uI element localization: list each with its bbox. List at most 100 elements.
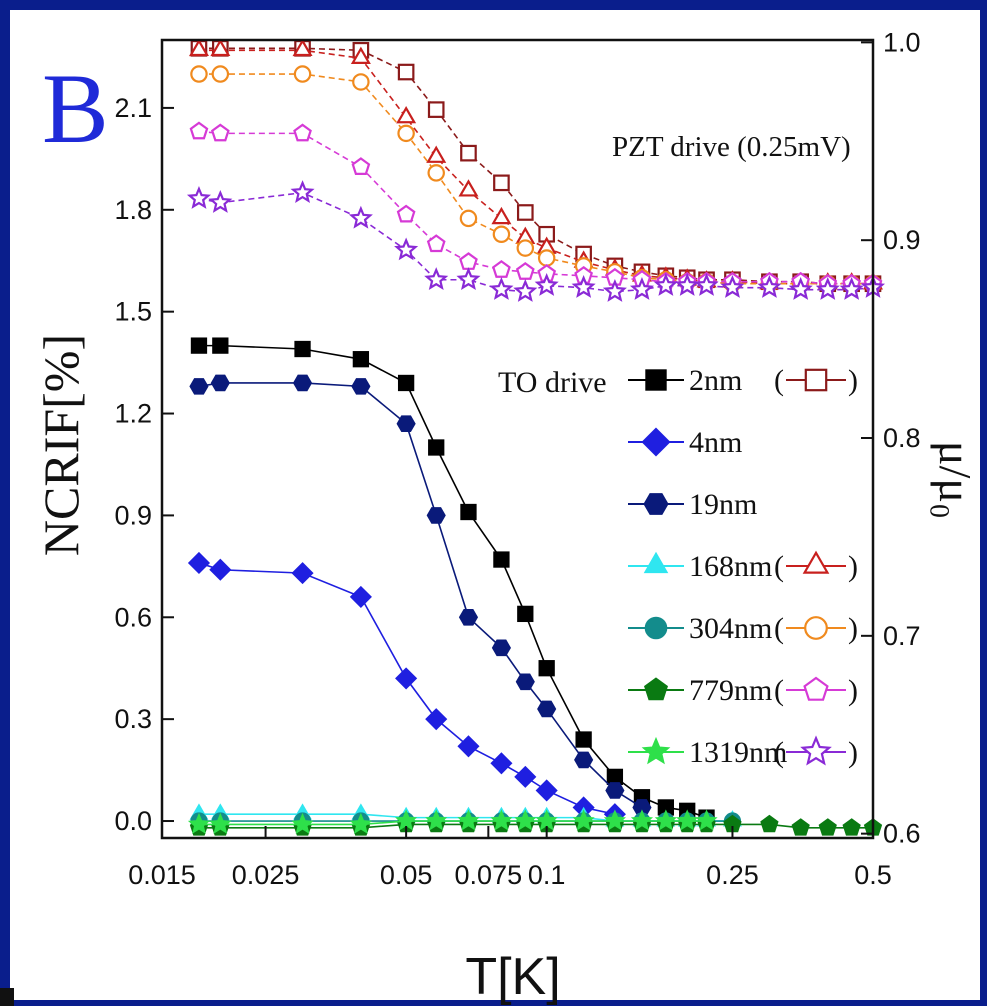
- data-point: [396, 105, 417, 124]
- legend-paren-close: ): [848, 674, 858, 707]
- data-point: [425, 708, 448, 731]
- data-point: [459, 209, 478, 228]
- pzt-annotation: PZT drive (0.25mV): [612, 131, 851, 163]
- x-axis-label: T[K]: [465, 948, 560, 1006]
- legend-marker: [645, 369, 667, 391]
- data-point: [515, 261, 535, 280]
- data-point: [535, 809, 558, 831]
- legend-marker: [643, 493, 669, 515]
- data-point: [397, 374, 415, 392]
- data-point: [290, 180, 315, 203]
- series-1319nm-pzt: [186, 180, 886, 302]
- data-point: [424, 267, 449, 290]
- y2-axis-label: μ/μ₀: [930, 441, 981, 519]
- data-point: [839, 277, 864, 300]
- legend-paren-open: (: [774, 612, 784, 645]
- data-point: [516, 239, 535, 257]
- data-point: [694, 273, 719, 296]
- data-point: [457, 809, 480, 831]
- data-point: [292, 38, 313, 57]
- data-point: [208, 189, 233, 213]
- data-point: [629, 277, 654, 300]
- data-point: [427, 101, 445, 118]
- series-line: [198, 49, 873, 285]
- x-tick-label: 0.075: [455, 860, 523, 890]
- data-point: [212, 337, 229, 354]
- y-tick-label: 0.3: [114, 704, 152, 734]
- data-point: [538, 660, 555, 677]
- data-point: [491, 639, 511, 657]
- data-point: [458, 608, 479, 626]
- data-point: [351, 157, 371, 175]
- data-point: [348, 205, 373, 229]
- legend-label: 2nm: [689, 364, 742, 397]
- data-point: [460, 503, 477, 521]
- data-point: [491, 206, 512, 225]
- data-point: [757, 275, 782, 298]
- y-tick-label: 0.9: [114, 500, 152, 530]
- data-point: [425, 809, 448, 831]
- series-line: [198, 191, 874, 293]
- data-point: [397, 124, 415, 143]
- data-point: [187, 551, 211, 574]
- y-tick-label: 0.6: [114, 602, 152, 632]
- legend-paren-close: ): [848, 550, 858, 583]
- data-point: [190, 65, 208, 83]
- data-point: [602, 279, 627, 302]
- data-point: [189, 121, 209, 140]
- y2-tick-label: 0.6: [883, 819, 921, 849]
- data-point: [676, 809, 699, 831]
- legend-pzt-marker: [802, 550, 830, 574]
- y-tick-label: 1.5: [114, 297, 152, 327]
- legend-marker: [644, 677, 668, 701]
- legend-marker: [643, 551, 669, 574]
- data-point: [187, 812, 211, 834]
- series-2nm-to: [190, 337, 715, 826]
- series-304nm-pzt: [190, 65, 882, 293]
- series-19nm-to: [189, 374, 652, 816]
- legend-pzt-marker: [803, 676, 829, 701]
- data-point: [210, 374, 230, 392]
- data-point: [211, 65, 230, 83]
- legend: 2nm()4nm19nm168nm()304nm()779nm()1319nm(…: [628, 364, 858, 769]
- data-point: [574, 751, 594, 769]
- data-point: [815, 277, 840, 300]
- data-point: [210, 38, 231, 57]
- data-point: [515, 673, 535, 691]
- data-point: [186, 186, 211, 209]
- data-point: [513, 279, 538, 302]
- series-line: [198, 820, 707, 826]
- legend-pzt-marker: [800, 735, 832, 766]
- data-point: [456, 267, 481, 290]
- legend-paren-close: ): [848, 612, 858, 645]
- legend-label: 304nm: [689, 612, 772, 645]
- data-point: [695, 809, 718, 831]
- data-point: [842, 818, 861, 836]
- data-point: [490, 752, 513, 775]
- data-point: [535, 779, 558, 802]
- legend-label: 779nm: [689, 674, 772, 707]
- data-point: [292, 374, 313, 392]
- series-line: [198, 344, 707, 819]
- data-point: [493, 551, 510, 568]
- data-point: [396, 204, 416, 223]
- legend-paren-close: ): [848, 364, 858, 397]
- panel-label: B: [42, 53, 109, 164]
- data-point: [490, 809, 513, 831]
- series-line: [198, 73, 873, 285]
- legend-marker: [641, 736, 671, 765]
- y2-tick-label: 1.0: [883, 27, 921, 57]
- legend-paren-open: (: [774, 364, 784, 397]
- y-tick-label: 1.8: [114, 195, 152, 225]
- data-point: [394, 237, 419, 261]
- data-point: [492, 260, 511, 278]
- data-point: [294, 340, 311, 358]
- data-point: [720, 275, 745, 298]
- data-point: [514, 765, 537, 788]
- legend-paren-open: (: [774, 674, 784, 707]
- data-point: [489, 277, 514, 300]
- y2-tick-label: 0.7: [883, 621, 921, 651]
- x-tick-label: 0.025: [232, 860, 300, 890]
- data-point: [395, 809, 418, 831]
- data-point: [351, 378, 371, 395]
